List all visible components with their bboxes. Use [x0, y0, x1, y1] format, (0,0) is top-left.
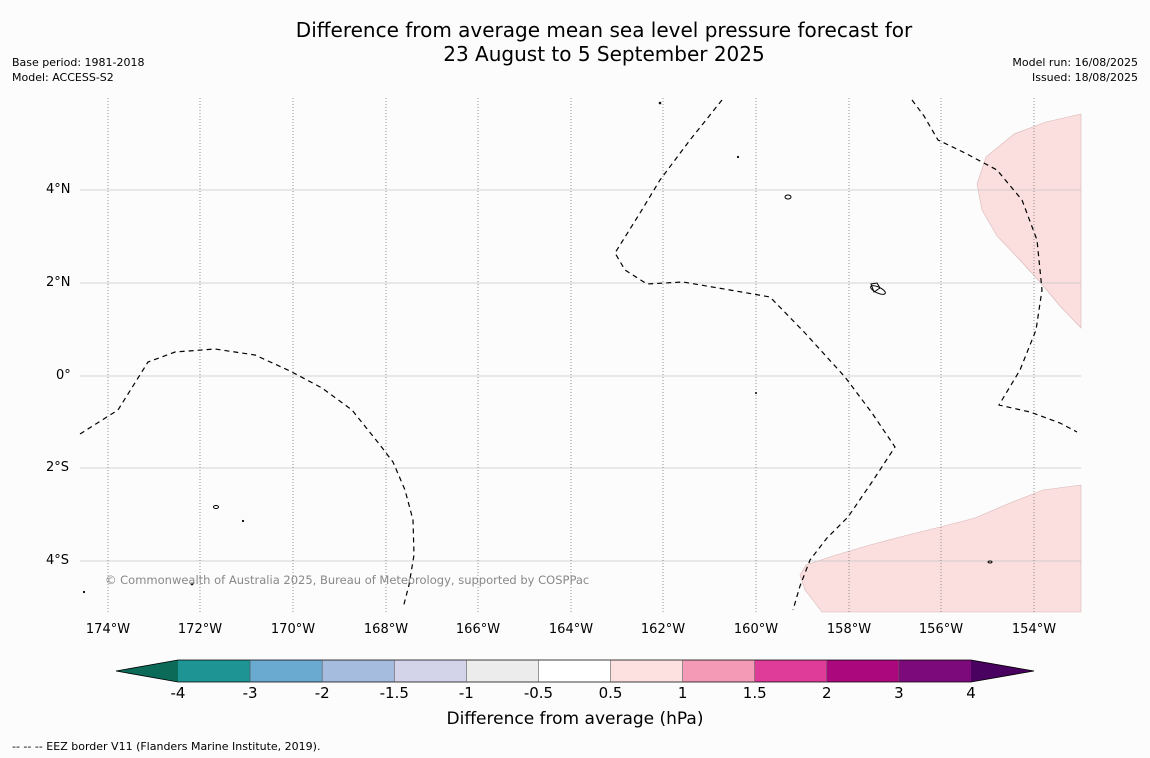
island-small-2: [736, 155, 740, 159]
colorbar-tick-label: 4: [966, 684, 976, 702]
model-text: Model: ACCESS-S2: [12, 71, 114, 84]
colorbar-segment: [898, 660, 971, 682]
lat-label-2n: 2°N: [46, 275, 71, 290]
lon-label-164w: 164°W: [548, 622, 594, 637]
island-small-1: [658, 101, 662, 105]
colorbar: [115, 659, 1035, 683]
lon-label-156w: 156°W: [918, 622, 964, 637]
colorbar-tick-label: 0.5: [598, 684, 623, 702]
eez-borders: [79, 99, 1078, 611]
island-small-4: [190, 582, 194, 586]
islands: [82, 101, 993, 594]
colorbar-segment: [394, 660, 467, 682]
colorbar-segment: [682, 660, 755, 682]
island-nikunau: [213, 505, 219, 509]
lon-label-162w: 162°W: [640, 622, 686, 637]
eez-footnote: -- -- -- EEZ border V11 (Flanders Marine…: [12, 740, 321, 753]
colorbar-tick-label: -4: [170, 684, 186, 702]
lon-label-170w: 170°W: [270, 622, 316, 637]
title-line-2: 23 August to 5 September 2025: [443, 42, 765, 66]
lat-label-4s: 4°S: [46, 553, 70, 568]
colorbar-tick-label: -1: [458, 684, 474, 702]
colorbar-segment: [826, 660, 899, 682]
island-small-3: [241, 519, 245, 523]
latitude-gridlines: [80, 189, 1081, 562]
eez-border-line-islands-east: [911, 99, 1078, 433]
colorbar-segment: [322, 660, 395, 682]
colorbar-tick-label: 3: [894, 684, 904, 702]
colorbar-tick-label: 2: [822, 684, 832, 702]
lat-label-2s: 2°S: [46, 460, 70, 475]
colorbar-outline: [115, 659, 1035, 683]
colorbar-tick-label: -2: [314, 684, 330, 702]
eez-border-line-islands-west: [614, 99, 896, 611]
island-small-5: [82, 590, 86, 594]
island-small-6: [755, 392, 757, 394]
colorbar-segment: [538, 660, 611, 682]
colorbar-extend-low: [116, 660, 178, 682]
colorbar-tick-label: -3: [242, 684, 258, 702]
anomaly-region-northeast: [976, 113, 1082, 329]
colorbar-segment: [610, 660, 683, 682]
lon-label-158w: 158°W: [826, 622, 872, 637]
colorbar-extend-high: [971, 660, 1034, 682]
colorbar-segment: [466, 660, 539, 682]
colorbar-segment: [754, 660, 827, 682]
longitude-gridlines: [107, 98, 1035, 612]
island-tabuaeran: [784, 194, 792, 200]
lon-label-166w: 166°W: [455, 622, 501, 637]
lat-label-4n: 4°N: [46, 182, 71, 197]
colorbar-tick-label: 1.5: [742, 684, 767, 702]
lon-label-154w: 154°W: [1011, 622, 1057, 637]
lon-label-168w: 168°W: [363, 622, 409, 637]
base-period-text: Base period: 1981-2018: [12, 56, 145, 69]
meta-left: Base period: 1981-2018 Model: ACCESS-S2: [12, 55, 144, 85]
lon-label-174w: 174°W: [85, 622, 131, 637]
eez-border-kiribati-gilbert: [79, 348, 415, 609]
lon-label-172w: 172°W: [177, 622, 223, 637]
issued-text: Issued: 18/08/2025: [1031, 71, 1138, 84]
map-title: Difference from average mean sea level p…: [0, 18, 1150, 66]
meta-right: Model run: 16/08/2025 Issued: 18/08/2025: [1012, 55, 1138, 85]
colorbar-tick-label: -0.5: [523, 684, 554, 702]
colorbar-segment: [250, 660, 323, 682]
lat-label-0: 0°: [56, 368, 71, 383]
island-kiritimati-lagoon: [870, 282, 881, 293]
anomaly-region-southeast: [799, 484, 1082, 613]
title-line-1: Difference from average mean sea level p…: [295, 18, 913, 42]
colorbar-segment: [178, 660, 251, 682]
copyright-notice: © Commonwealth of Australia 2025, Bureau…: [105, 573, 590, 587]
lon-label-160w: 160°W: [733, 622, 779, 637]
colorbar-tick-label: 1: [677, 684, 688, 702]
island-malden: [987, 560, 993, 564]
model-run-text: Model run: 16/08/2025: [1012, 56, 1138, 69]
colorbar-tick-label: -1.5: [379, 684, 409, 702]
colorbar-label: Difference from average (hPa): [446, 709, 704, 729]
